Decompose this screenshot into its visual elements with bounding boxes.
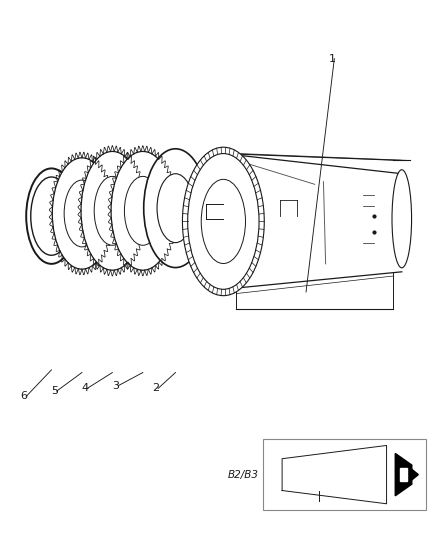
Ellipse shape: [124, 176, 161, 245]
Text: B2/B3: B2/B3: [228, 470, 259, 480]
Bar: [262, 439, 426, 511]
Polygon shape: [412, 470, 418, 480]
Text: 2: 2: [152, 383, 159, 393]
Ellipse shape: [111, 151, 175, 270]
Text: 1: 1: [328, 54, 336, 63]
Ellipse shape: [64, 180, 100, 247]
Ellipse shape: [183, 147, 264, 296]
Polygon shape: [400, 469, 407, 481]
Ellipse shape: [81, 151, 144, 270]
Ellipse shape: [94, 176, 131, 245]
Ellipse shape: [157, 174, 194, 243]
Text: 5: 5: [51, 386, 58, 396]
Text: 3: 3: [113, 381, 119, 391]
Ellipse shape: [144, 149, 207, 268]
Text: 4: 4: [81, 383, 88, 393]
Text: 6: 6: [21, 391, 28, 401]
Ellipse shape: [187, 154, 259, 289]
Ellipse shape: [392, 169, 412, 268]
Ellipse shape: [201, 179, 245, 263]
Ellipse shape: [31, 177, 72, 255]
Polygon shape: [395, 454, 412, 496]
Ellipse shape: [52, 158, 112, 269]
Ellipse shape: [26, 168, 77, 264]
